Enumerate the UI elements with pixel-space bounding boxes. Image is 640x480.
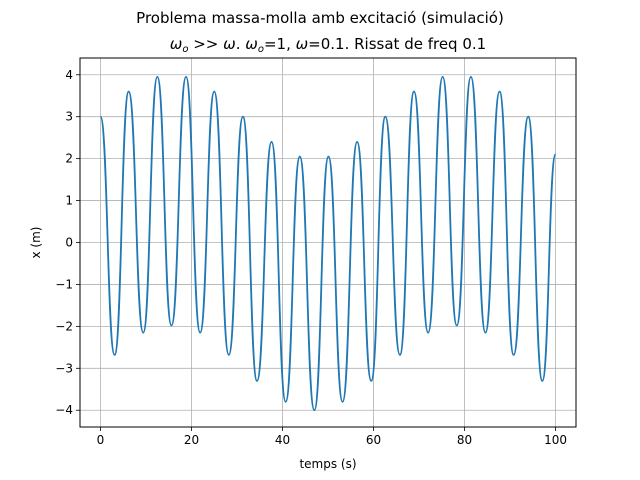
- y-tick-label: 3: [65, 110, 73, 124]
- y-tick-label: 2: [65, 152, 73, 166]
- chart-title: Problema massa-molla amb excitació (simu…: [136, 9, 504, 27]
- x-tick-label: 20: [184, 433, 199, 447]
- x-tick-label: 60: [366, 433, 381, 447]
- x-tick-label: 40: [275, 433, 290, 447]
- y-tick-label: −3: [55, 361, 73, 375]
- y-tick-label: −4: [55, 403, 73, 417]
- grid: [80, 58, 576, 427]
- chart-subtitle: ωo >> ω. ωo=1, ω=0.1. Rissat de freq 0.1: [170, 35, 486, 55]
- x-tick-label: 100: [544, 433, 567, 447]
- x-tick-label: 80: [457, 433, 472, 447]
- x-axis-label: temps (s): [299, 457, 356, 471]
- y-tick-label: 1: [65, 194, 73, 208]
- y-axis-label: x (m): [29, 227, 43, 259]
- y-tick-label: −1: [55, 277, 73, 291]
- ticks: 0 20 40 60 80 100 −4 −3 −2 −1 0 1 2 3 4: [55, 68, 567, 447]
- series-line: [99, 75, 557, 412]
- series-layer: [99, 75, 557, 412]
- y-tick-label: 4: [65, 68, 73, 82]
- y-tick-label: −2: [55, 319, 73, 333]
- x-tick-label: 0: [97, 433, 105, 447]
- y-tick-label: 0: [65, 236, 73, 250]
